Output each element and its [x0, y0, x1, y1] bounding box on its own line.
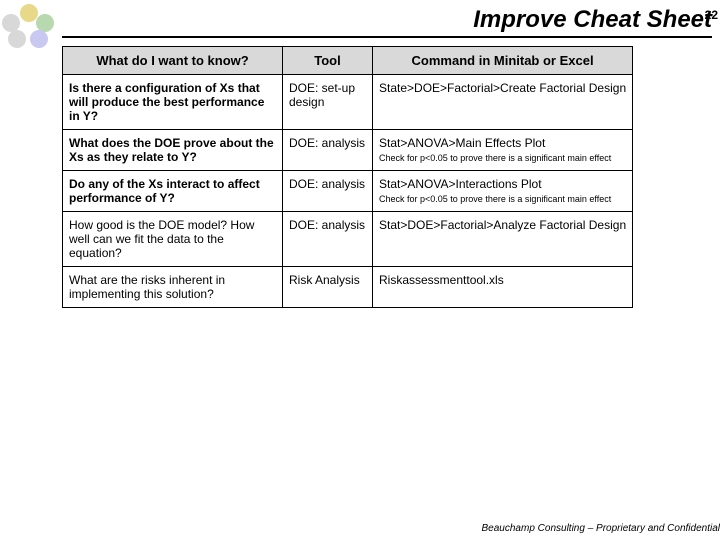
header-tool: Tool: [283, 47, 373, 75]
table-row: Is there a configuration of Xs that will…: [63, 75, 633, 130]
header-question: What do I want to know?: [63, 47, 283, 75]
header-command: Command in Minitab or Excel: [373, 47, 633, 75]
cell-command: Stat>ANOVA>Interactions Plot Check for p…: [373, 171, 633, 212]
cmd-text: Stat>DOE>Factorial>Analyze Factorial Des…: [379, 218, 626, 232]
cmd-text: Riskassessmenttool.xls: [379, 273, 504, 287]
cmd-text: Stat>ANOVA>Main Effects Plot: [379, 136, 545, 150]
cell-question: Is there a configuration of Xs that will…: [63, 75, 283, 130]
logo-node-imp: [2, 14, 20, 32]
cell-command: State>DOE>Factorial>Create Factorial Des…: [373, 75, 633, 130]
cell-question: How good is the DOE model? How well can …: [63, 212, 283, 267]
cheat-sheet-table: What do I want to know? Tool Command in …: [62, 46, 633, 308]
page-number: 22: [705, 8, 718, 22]
cell-tool: Risk Analysis: [283, 267, 373, 308]
logo-node-alyze: [30, 30, 48, 48]
cell-tool: DOE: analysis: [283, 171, 373, 212]
title-bar: Improve Cheat Sheet: [62, 6, 712, 38]
logo-node-define: [20, 4, 38, 22]
page-title: Improve Cheat Sheet: [473, 6, 712, 33]
cell-command: Stat>DOE>Factorial>Analyze Factorial Des…: [373, 212, 633, 267]
logo-node-ctrl: [8, 30, 26, 48]
table-row: What does the DOE prove about the Xs as …: [63, 130, 633, 171]
cell-question: What are the risks inherent in implement…: [63, 267, 283, 308]
cell-question: Do any of the Xs interact to affect perf…: [63, 171, 283, 212]
cmd-text: State>DOE>Factorial>Create Factorial Des…: [379, 81, 626, 95]
cell-question: What does the DOE prove about the Xs as …: [63, 130, 283, 171]
table-row: What are the risks inherent in implement…: [63, 267, 633, 308]
cell-tool: DOE: analysis: [283, 212, 373, 267]
table-row: Do any of the Xs interact to affect perf…: [63, 171, 633, 212]
cmd-note: Check for p<0.05 to prove there is a sig…: [379, 153, 626, 163]
cell-tool: DOE: analysis: [283, 130, 373, 171]
dmaic-logo: [2, 4, 56, 50]
cell-command: Stat>ANOVA>Main Effects Plot Check for p…: [373, 130, 633, 171]
cmd-note: Check for p<0.05 to prove there is a sig…: [379, 194, 626, 204]
table-header-row: What do I want to know? Tool Command in …: [63, 47, 633, 75]
cmd-text: Stat>ANOVA>Interactions Plot: [379, 177, 542, 191]
table-row: How good is the DOE model? How well can …: [63, 212, 633, 267]
footer-text: Beauchamp Consulting – Proprietary and C…: [482, 523, 720, 534]
cell-command: Riskassessmenttool.xls: [373, 267, 633, 308]
cell-tool: DOE: set-up design: [283, 75, 373, 130]
